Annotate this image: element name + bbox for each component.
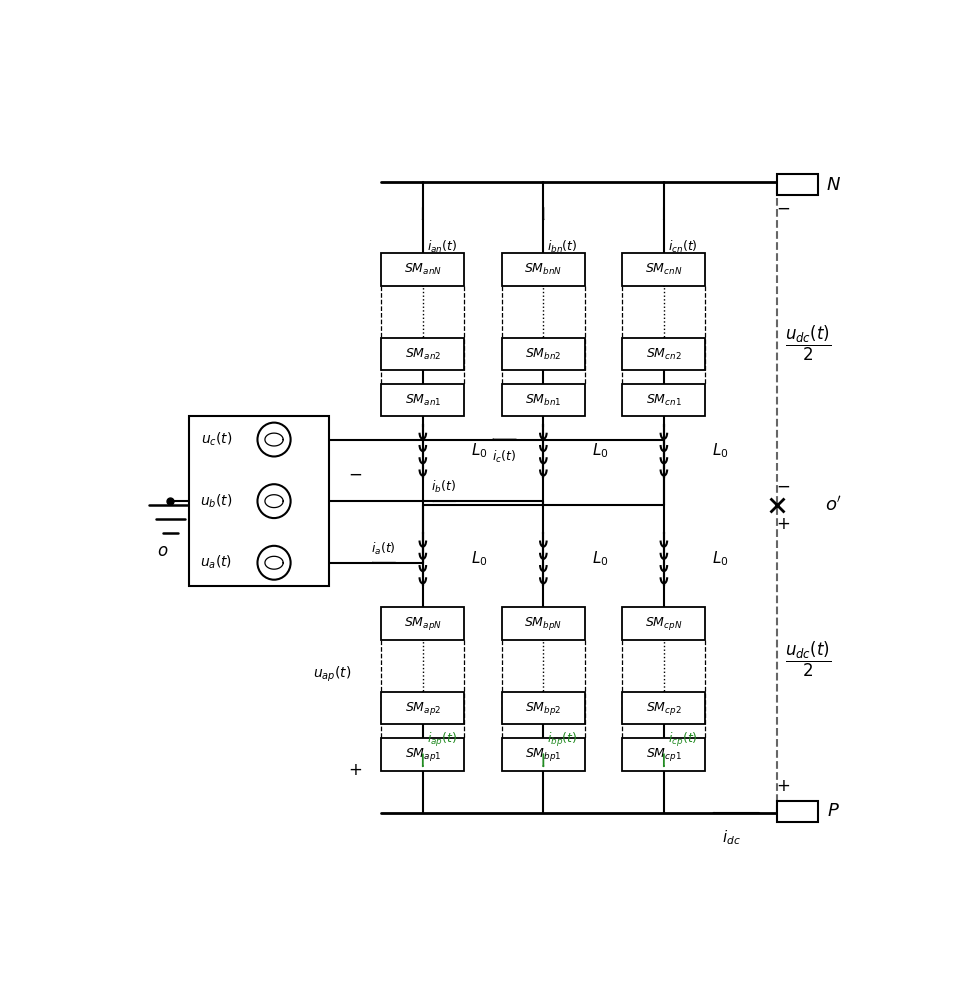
Text: $SM_{bn1}$: $SM_{bn1}$ [525, 393, 562, 408]
Text: $-$: $-$ [776, 477, 790, 494]
FancyBboxPatch shape [502, 738, 585, 771]
Text: $-$: $-$ [348, 466, 363, 483]
Text: $L_0$: $L_0$ [592, 550, 608, 568]
Text: $i_{bp}(t)$: $i_{bp}(t)$ [547, 731, 577, 749]
FancyBboxPatch shape [502, 384, 585, 416]
FancyBboxPatch shape [622, 692, 706, 724]
FancyBboxPatch shape [381, 338, 465, 370]
Text: $SM_{cp2}$: $SM_{cp2}$ [646, 700, 681, 717]
Text: $N$: $N$ [826, 176, 841, 194]
Text: $u_b(t)$: $u_b(t)$ [200, 492, 232, 510]
Text: $SM_{bp2}$: $SM_{bp2}$ [525, 700, 562, 717]
Text: $i_c(t)$: $i_c(t)$ [492, 448, 516, 465]
Text: $SM_{bnN}$: $SM_{bnN}$ [524, 262, 563, 277]
Text: $i_{cn}(t)$: $i_{cn}(t)$ [668, 239, 698, 255]
Text: $u_a(t)$: $u_a(t)$ [200, 554, 232, 571]
Text: $+$: $+$ [776, 516, 790, 533]
Text: $SM_{cnN}$: $SM_{cnN}$ [645, 262, 682, 277]
Text: $SM_{bpN}$: $SM_{bpN}$ [524, 615, 563, 632]
Text: $i_{dc}$: $i_{dc}$ [722, 828, 741, 847]
Text: $L_0$: $L_0$ [712, 550, 729, 568]
Text: $i_{an}(t)$: $i_{an}(t)$ [427, 239, 457, 255]
FancyBboxPatch shape [777, 174, 818, 195]
Text: $SM_{apN}$: $SM_{apN}$ [403, 615, 442, 632]
FancyBboxPatch shape [502, 338, 585, 370]
Text: $SM_{an2}$: $SM_{an2}$ [404, 347, 441, 362]
FancyBboxPatch shape [190, 416, 329, 586]
Text: $L_0$: $L_0$ [592, 442, 608, 460]
Text: $SM_{bp1}$: $SM_{bp1}$ [525, 746, 562, 763]
Text: $SM_{an1}$: $SM_{an1}$ [404, 393, 441, 408]
FancyBboxPatch shape [622, 738, 706, 771]
Circle shape [258, 423, 291, 456]
Text: $u_{ap}(t)$: $u_{ap}(t)$ [313, 665, 351, 684]
Text: $L_0$: $L_0$ [712, 442, 729, 460]
Text: $-$: $-$ [776, 200, 790, 217]
FancyBboxPatch shape [622, 384, 706, 416]
FancyBboxPatch shape [381, 607, 465, 640]
Text: $\dfrac{u_{dc}(t)}{2}$: $\dfrac{u_{dc}(t)}{2}$ [785, 639, 832, 679]
Text: $i_{bn}(t)$: $i_{bn}(t)$ [547, 239, 577, 255]
Text: $i_a(t)$: $i_a(t)$ [371, 541, 396, 557]
Text: $SM_{cn1}$: $SM_{cn1}$ [646, 393, 681, 408]
FancyBboxPatch shape [502, 253, 585, 286]
Text: $P$: $P$ [827, 802, 840, 820]
Text: $SM_{cpN}$: $SM_{cpN}$ [645, 615, 682, 632]
Text: $SM_{cp1}$: $SM_{cp1}$ [646, 746, 681, 763]
Text: $L_0$: $L_0$ [471, 442, 488, 460]
Text: $\dfrac{u_{dc}(t)}{2}$: $\dfrac{u_{dc}(t)}{2}$ [785, 324, 832, 363]
FancyBboxPatch shape [777, 801, 818, 822]
Text: $SM_{cn2}$: $SM_{cn2}$ [646, 347, 681, 362]
Text: $SM_{ap2}$: $SM_{ap2}$ [404, 700, 441, 717]
Text: $o$: $o$ [157, 543, 168, 560]
Circle shape [258, 484, 291, 518]
Text: $i_{cp}(t)$: $i_{cp}(t)$ [668, 731, 698, 749]
Text: $SM_{anN}$: $SM_{anN}$ [403, 262, 442, 277]
FancyBboxPatch shape [381, 738, 465, 771]
Text: $SM_{bn2}$: $SM_{bn2}$ [525, 347, 562, 362]
FancyBboxPatch shape [622, 253, 706, 286]
FancyBboxPatch shape [622, 338, 706, 370]
FancyBboxPatch shape [502, 692, 585, 724]
Text: $i_{ap}(t)$: $i_{ap}(t)$ [427, 731, 457, 749]
Text: $i_b(t)$: $i_b(t)$ [431, 479, 456, 495]
FancyBboxPatch shape [622, 607, 706, 640]
Text: $o'$: $o'$ [825, 495, 842, 514]
FancyBboxPatch shape [381, 692, 465, 724]
FancyBboxPatch shape [381, 253, 465, 286]
Text: $L_0$: $L_0$ [471, 550, 488, 568]
Text: $u_c(t)$: $u_c(t)$ [201, 431, 232, 448]
Text: $+$: $+$ [348, 762, 363, 779]
Text: $SM_{ap1}$: $SM_{ap1}$ [404, 746, 441, 763]
FancyBboxPatch shape [381, 384, 465, 416]
Text: $+$: $+$ [776, 778, 790, 795]
Circle shape [258, 546, 291, 580]
FancyBboxPatch shape [502, 607, 585, 640]
